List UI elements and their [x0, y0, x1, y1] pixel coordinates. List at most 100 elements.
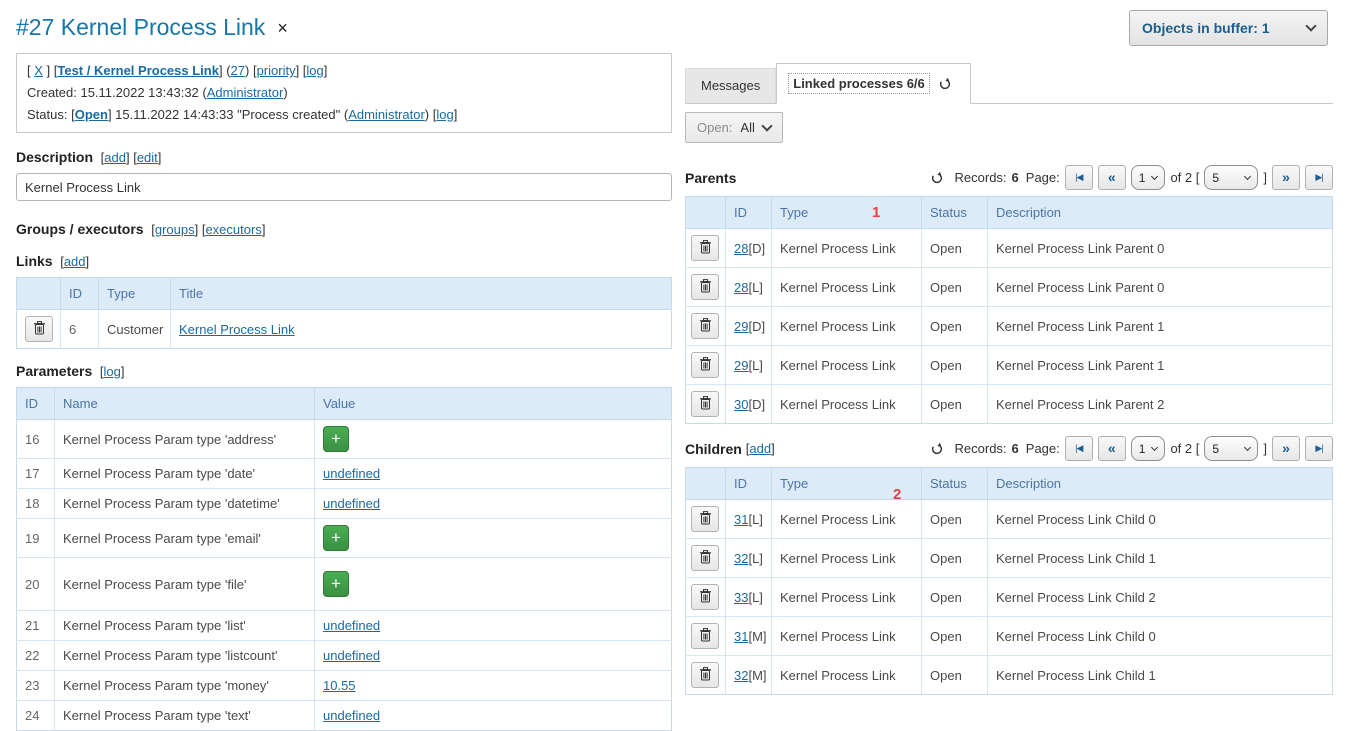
refresh-icon[interactable]	[938, 77, 952, 91]
per-page-select[interactable]: 5	[1204, 436, 1259, 461]
chevron-down-icon	[1244, 172, 1252, 181]
administrator-link[interactable]: Administrator	[348, 107, 425, 122]
process-id-link[interactable]: 32	[734, 550, 749, 566]
parents-row: 28[D] Kernel Process Link Open Kernel Pr…	[685, 228, 1333, 268]
chevron-down-icon	[761, 119, 773, 132]
children-table: ID Type Status Description 31[L] Kernel …	[685, 467, 1333, 695]
links-table: ID Type Title 6 Customer Kernel Process …	[16, 277, 672, 349]
page-title: #27 Kernel Process Link	[16, 14, 266, 40]
param-value-link[interactable]: undefined	[323, 648, 381, 663]
add-value-button[interactable]: +	[323, 426, 349, 452]
delete-child-button[interactable]	[691, 506, 719, 532]
trash-icon	[699, 278, 711, 296]
parents-heading-row: Parents Records: 6 Page: |◀ « 1 of 2 [ 5…	[685, 165, 1333, 190]
param-value-link[interactable]: undefined	[323, 466, 381, 481]
prev-page-button[interactable]: «	[1097, 436, 1126, 461]
links-heading: Links [add]	[16, 253, 90, 269]
page-select[interactable]: 1	[1130, 165, 1166, 190]
log-link[interactable]: log	[306, 63, 324, 78]
children-add-link[interactable]: add	[749, 441, 772, 456]
parameters-col-name: Name	[54, 387, 315, 420]
delete-parent-button[interactable]	[691, 274, 719, 300]
tab-linked-processes[interactable]: Linked processes 6/6	[776, 63, 971, 104]
records-count: 6	[1011, 170, 1019, 185]
tab-messages[interactable]: Messages	[685, 68, 777, 103]
last-page-button[interactable]: ▶|	[1305, 165, 1333, 190]
page-select[interactable]: 1	[1130, 436, 1166, 461]
first-page-button[interactable]: |◀	[1064, 165, 1093, 190]
delete-child-button[interactable]	[691, 545, 719, 571]
trash-icon	[699, 395, 711, 413]
add-value-button[interactable]: +	[323, 571, 349, 597]
process-id-link[interactable]: 27	[230, 63, 245, 78]
delete-child-button[interactable]	[691, 584, 719, 610]
chevron-down-icon	[1151, 172, 1159, 181]
description-edit-link[interactable]: edit	[136, 150, 158, 165]
description-add-link[interactable]: add	[104, 150, 126, 165]
trash-icon	[33, 320, 45, 338]
status-log-link[interactable]: log	[436, 107, 454, 122]
chevron-down-icon	[1244, 443, 1252, 452]
process-path-link[interactable]: Test / Kernel Process Link	[57, 63, 219, 78]
param-value-link[interactable]: undefined	[323, 708, 381, 723]
links-col-type: Type	[98, 277, 171, 310]
info-line-created: Created: 15.11.2022 13:43:32 (Administra…	[27, 85, 288, 100]
process-id-link[interactable]: 28	[734, 279, 749, 295]
trash-icon	[699, 356, 711, 374]
groups-link[interactable]: groups	[154, 222, 195, 237]
param-value-link[interactable]: undefined	[323, 618, 381, 633]
delete-parent-button[interactable]	[691, 235, 719, 261]
executors-link[interactable]: executors	[205, 222, 262, 237]
process-id-link[interactable]: 29	[734, 357, 749, 373]
links-add-link[interactable]: add	[63, 254, 86, 269]
priority-link[interactable]: priority	[256, 63, 296, 78]
refresh-icon[interactable]	[930, 442, 944, 456]
delete-child-button[interactable]	[691, 623, 719, 649]
annotation-1: 1	[872, 204, 881, 221]
next-page-button[interactable]: »	[1272, 165, 1300, 190]
open-filter-select[interactable]: Open: All	[685, 112, 783, 143]
first-page-button[interactable]: |◀	[1064, 436, 1093, 461]
first-page-icon: |◀	[1075, 172, 1083, 182]
per-page-select[interactable]: 5	[1204, 165, 1259, 190]
process-id-link[interactable]: 33	[734, 589, 749, 605]
process-id-link[interactable]: 28	[734, 240, 749, 256]
process-id-link[interactable]: 32	[734, 667, 749, 683]
trash-icon	[699, 588, 711, 606]
objects-in-buffer-button[interactable]: Objects in buffer: 1	[1129, 10, 1328, 46]
linked-object-link[interactable]: Kernel Process Link	[179, 321, 295, 337]
close-icon[interactable]: ×	[277, 17, 288, 38]
param-value-link[interactable]: undefined	[323, 496, 381, 511]
process-id-link[interactable]: 30	[734, 396, 749, 412]
page-title-row: #27 Kernel Process Link ×	[16, 14, 672, 41]
children-col-type: Type	[771, 467, 922, 500]
delete-parent-button[interactable]	[691, 352, 719, 378]
annotation-2: 2	[893, 486, 902, 503]
links-col-id: ID	[60, 277, 99, 310]
process-id-link[interactable]: 31	[734, 511, 749, 527]
delete-parent-button[interactable]	[691, 313, 719, 339]
parameters-log-link[interactable]: log	[103, 364, 121, 379]
trash-icon	[699, 317, 711, 335]
next-page-button[interactable]: »	[1272, 436, 1300, 461]
delete-link-button[interactable]	[25, 316, 53, 342]
process-id-link[interactable]: 31	[734, 628, 749, 644]
parameter-row: 23 Kernel Process Param type 'money' 10.…	[16, 670, 672, 701]
param-value-link[interactable]: 10.55	[323, 678, 356, 693]
close-process-link[interactable]: X	[34, 63, 43, 78]
last-page-button[interactable]: ▶|	[1305, 436, 1333, 461]
status-open-link[interactable]: Open	[74, 107, 108, 122]
prev-page-button[interactable]: «	[1097, 165, 1126, 190]
parents-row: 30[D] Kernel Process Link Open Kernel Pr…	[685, 384, 1333, 424]
parameters-table-header: ID Name Value	[16, 387, 672, 420]
parents-row: 29[D] Kernel Process Link Open Kernel Pr…	[685, 306, 1333, 346]
delete-child-button[interactable]	[691, 662, 719, 688]
description-input[interactable]	[16, 173, 672, 201]
add-value-button[interactable]: +	[323, 525, 349, 551]
administrator-link[interactable]: Administrator	[206, 85, 284, 100]
delete-parent-button[interactable]	[691, 391, 719, 417]
plus-icon: +	[331, 527, 341, 547]
refresh-icon[interactable]	[930, 171, 944, 185]
description-heading: Description [add] [edit]	[16, 149, 162, 165]
process-id-link[interactable]: 29	[734, 318, 749, 334]
